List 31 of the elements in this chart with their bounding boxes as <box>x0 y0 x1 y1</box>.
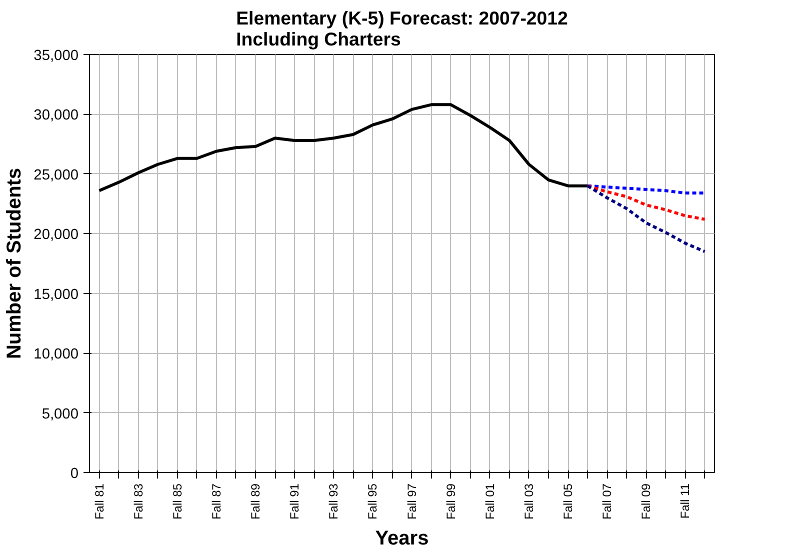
line-series <box>586 184 706 254</box>
x-tick-label: Fall 99 <box>444 483 458 520</box>
x-tick-label: Fall 81 <box>92 483 106 520</box>
y-axis-title: Number of Students <box>4 168 26 360</box>
y-tick-label: 5,000 <box>42 406 79 422</box>
y-tick-label: 10,000 <box>34 346 78 363</box>
x-tick-label: Fall 87 <box>209 483 224 520</box>
y-tick-label: 25,000 <box>34 167 78 184</box>
x-tick-label: Fall 03 <box>522 483 536 520</box>
x-axis-title: Years <box>375 528 429 550</box>
x-tick-label: Fall 83 <box>131 483 146 520</box>
x-tick-label: Fall 97 <box>404 483 419 520</box>
x-tick-label: Fall 91 <box>288 483 302 520</box>
y-tick-label: 35,000 <box>34 48 78 64</box>
x-tick-label: Fall 07 <box>600 483 614 520</box>
y-tick-label: 15,000 <box>34 286 78 303</box>
chart-title: Elementary (K-5) Forecast: 2007-2012 Including Charters <box>236 8 568 50</box>
x-tick-label: Fall 85 <box>170 483 184 520</box>
x-tick-label: Fall 95 <box>366 483 380 520</box>
x-tick-label: Fall 05 <box>561 483 576 520</box>
y-tick-label: 0 <box>70 466 79 482</box>
x-tick-label: Fall 11 <box>678 483 692 519</box>
y-tick-label: 20,000 <box>34 227 78 244</box>
x-tick-label: Fall 09 <box>639 483 654 520</box>
y-tick-label: 30,000 <box>34 108 78 124</box>
x-tick-label: Fall 89 <box>248 483 263 520</box>
line-series <box>586 184 706 195</box>
x-tick-label: Fall 01 <box>482 483 497 520</box>
x-tick-label: Fall 93 <box>326 483 341 520</box>
line-series <box>98 103 590 192</box>
line-series <box>586 184 706 221</box>
